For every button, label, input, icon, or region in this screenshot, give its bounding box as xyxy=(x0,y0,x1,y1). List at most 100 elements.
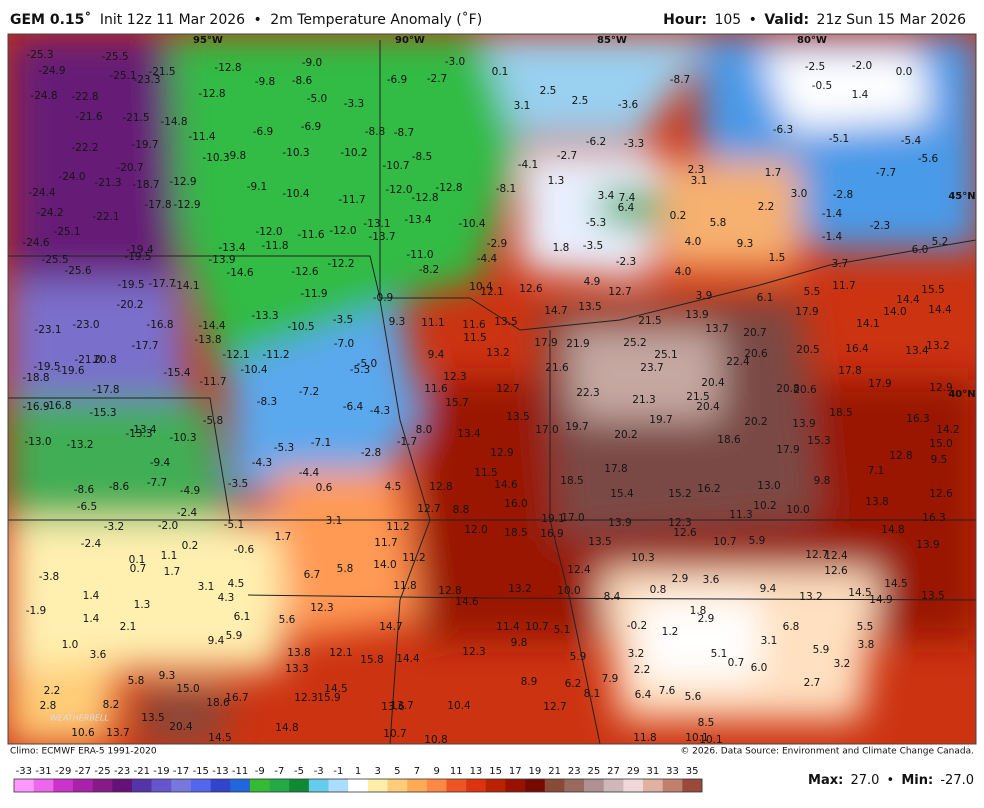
colorbar-swatch xyxy=(564,779,585,792)
latitude-label: 40°N xyxy=(948,389,975,400)
value-label: 12.6 xyxy=(824,565,848,577)
value-label: -3.3 xyxy=(344,98,365,110)
value-label: -11.4 xyxy=(188,131,215,143)
value-label: 6.0 xyxy=(751,662,768,674)
value-label: 5.5 xyxy=(804,286,821,298)
value-label: -24.2 xyxy=(36,207,63,219)
value-label: -9.0 xyxy=(302,57,323,69)
value-label: -4.1 xyxy=(518,159,539,171)
value-label: 14.0 xyxy=(373,559,396,571)
value-label: 18.5 xyxy=(829,407,852,419)
value-label: -6.5 xyxy=(77,501,98,513)
value-label: 8.8 xyxy=(453,504,470,516)
value-label: 4.5 xyxy=(228,578,245,590)
value-label: 12.6 xyxy=(673,527,697,539)
value-label: 12.8 xyxy=(438,585,461,597)
value-label: 12.1 xyxy=(480,286,503,298)
value-label: 13.5 xyxy=(588,536,611,548)
value-label: -13.9 xyxy=(208,254,235,266)
value-label: -12.9 xyxy=(173,199,200,211)
value-label: 22.3 xyxy=(576,387,599,399)
colorbar-tick-label: -15 xyxy=(193,766,209,777)
value-label: 11.2 xyxy=(402,552,425,564)
value-label: -2.4 xyxy=(81,538,102,550)
value-label: 10.7 xyxy=(525,621,548,633)
value-label: -3.5 xyxy=(228,478,249,490)
value-label: 13.4 xyxy=(905,345,929,357)
value-label: -6.3 xyxy=(773,124,794,136)
value-label: -9.8 xyxy=(226,150,247,162)
value-label: 0.6 xyxy=(316,482,333,494)
value-label: 3.1 xyxy=(198,581,215,593)
value-label: 13.5 xyxy=(578,301,601,313)
value-label: 19.1 xyxy=(541,513,564,525)
value-label: -13.0 xyxy=(24,436,51,448)
value-label: -21.5 xyxy=(148,66,175,78)
value-label: -19.6 xyxy=(57,365,84,377)
value-label: 20.7 xyxy=(743,327,766,339)
value-label: -2.7 xyxy=(427,73,448,85)
colorbar-tick-label: -7 xyxy=(274,766,284,777)
value-label: 8.2 xyxy=(103,699,120,711)
value-label: -12.0 xyxy=(329,225,356,237)
value-label: 1.3 xyxy=(548,175,565,187)
value-label: 1.2 xyxy=(662,626,679,638)
value-label: 12.3 xyxy=(310,602,333,614)
value-label: -21.6 xyxy=(75,111,102,123)
value-label: 12.0 xyxy=(464,524,487,536)
value-label: 9.4 xyxy=(208,635,225,647)
value-label: 10.2 xyxy=(753,500,776,512)
value-label: 12.7 xyxy=(608,286,631,298)
value-label: 21.5 xyxy=(686,391,709,403)
colorbar-tick-label: -5 xyxy=(294,766,304,777)
value-label: -15.3 xyxy=(89,407,116,419)
climo: Climo: ECMWF ERA-5 1991-2020 xyxy=(10,747,157,757)
value-label: 4.3 xyxy=(218,592,235,604)
anomaly-field xyxy=(8,34,976,744)
value-label: -11.6 xyxy=(297,229,324,241)
value-label: -13.4 xyxy=(129,424,156,436)
value-label: 15.9 xyxy=(317,692,340,704)
value-label: 1.5 xyxy=(769,252,786,264)
value-label: 21.5 xyxy=(638,315,661,327)
value-label: 4.9 xyxy=(584,276,601,288)
value-label: 13.2 xyxy=(486,347,509,359)
value-label: -8.7 xyxy=(670,74,691,86)
value-label: 17.0 xyxy=(561,512,584,524)
init: Init 12z 11 Mar 2026 xyxy=(100,12,245,28)
value-label: 10.0 xyxy=(786,504,809,516)
value-label: 12.1 xyxy=(329,647,352,659)
value-label: -22.8 xyxy=(71,91,98,103)
value-label: 12.9 xyxy=(929,382,952,394)
value-label: 0.2 xyxy=(670,210,687,222)
value-label: 13.5 xyxy=(494,316,517,328)
value-label: -8.6 xyxy=(109,481,130,493)
value-label: 14.5 xyxy=(324,683,347,695)
value-label: 11.5 xyxy=(463,332,486,344)
value-label: -5.6 xyxy=(918,153,939,165)
graticule-labels: 95°W 90°W 85°W 80°W 45°N 40°N xyxy=(193,35,976,400)
value-label: 21.3 xyxy=(632,394,655,406)
value-label: 17.8 xyxy=(838,365,861,377)
value-label: 12.3 xyxy=(462,646,485,658)
value-label: -11.9 xyxy=(300,288,327,300)
value-label: 16.9 xyxy=(540,528,563,540)
value-label: 14.8 xyxy=(275,722,298,734)
value-label: 9.8 xyxy=(814,475,831,487)
separator: • xyxy=(254,12,262,28)
value-label: 20.4 xyxy=(696,401,720,413)
value-label: 2.9 xyxy=(698,613,715,625)
value-label: -25.3 xyxy=(26,49,53,61)
colorbar-tick-label: -25 xyxy=(94,766,110,777)
value-label: -12.1 xyxy=(222,349,249,361)
value-label: 5.6 xyxy=(685,691,702,703)
value-label: 20.8 xyxy=(776,383,799,395)
colorbar-swatch xyxy=(466,779,487,792)
value-label: 16.0 xyxy=(504,498,527,510)
value-label: 1.8 xyxy=(553,242,570,254)
colorbar-swatch xyxy=(14,779,34,792)
value-label: 12.7 xyxy=(543,701,566,713)
map-frame xyxy=(7,33,977,745)
value-label: -20.2 xyxy=(116,299,143,311)
colorbar-tick-label: 29 xyxy=(627,766,640,777)
